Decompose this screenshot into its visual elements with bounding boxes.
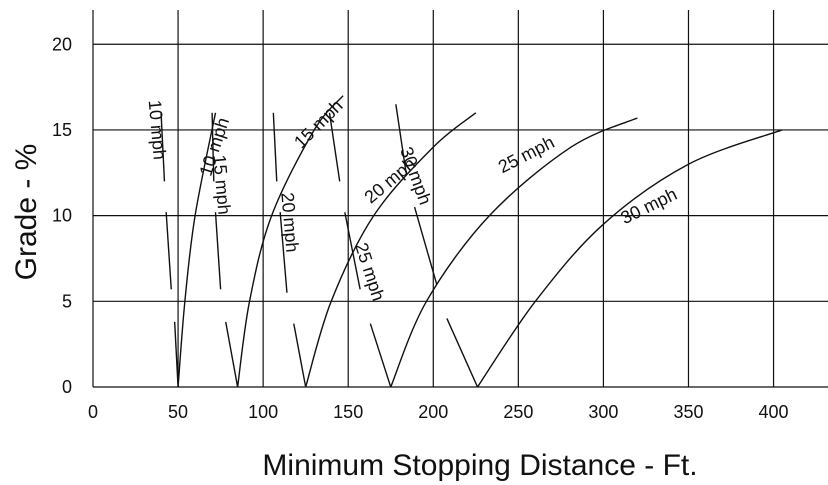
curve-label: 30 mph [617,184,680,228]
curve-label: 20 mph [277,192,302,254]
curve-label: 25 mph [495,132,558,177]
upgrade-curve [390,117,638,388]
upgrade-curve [177,112,217,388]
downgrade-curve-segment [173,321,179,388]
curves [160,95,783,388]
curve-label: 15 mph [290,96,347,153]
grid [92,10,828,388]
downgrade-curve-segment [211,112,215,182]
upgrade-curve [476,129,783,388]
downgrade-curve-segment [279,212,288,293]
downgrade-curve-segment [293,323,307,388]
downgrade-curve-segment [369,323,392,388]
y-tick-label: 20 [52,34,72,54]
y-tick-label: 0 [62,377,72,397]
curve-label: 15 mph [209,154,234,216]
upgrade-curve [236,95,344,388]
y-tick-label: 5 [62,291,72,311]
downgrade-curve-segment [272,112,278,182]
x-tick-label: 0 [88,402,98,422]
downgrade-curve-segment [160,112,166,182]
downgrade-curve-segment [165,212,172,290]
x-tick-label: 200 [418,402,448,422]
downgrade-curve-segment [225,321,239,388]
x-tick-label: 350 [673,402,703,422]
upgrade-curve [305,112,477,388]
x-tick-label: 100 [248,402,278,422]
downgrade-curve-segment [413,206,438,285]
tick-labels: 0 50 100 150 200 250 300 350 400 0 5 10 15 20 [52,34,789,422]
downgrade-curve-segment [344,212,361,290]
downgrade-curve-segment [214,212,222,290]
y-axis-title: Grade - % [10,144,43,281]
downgrade-curve-segment [446,318,479,388]
downgrade-curve-segment [395,104,407,173]
y-tick-label: 15 [52,120,72,140]
x-axis-title: Minimum Stopping Distance - Ft. [262,449,697,482]
x-tick-label: 150 [333,402,363,422]
x-tick-label: 250 [503,402,533,422]
x-tick-label: 50 [168,402,188,422]
curve-label: 10 mph [145,99,170,161]
y-tick-label: 10 [52,206,72,226]
downgrade-curve-segment [328,112,341,182]
x-tick-label: 400 [759,402,789,422]
x-tick-label: 300 [588,402,618,422]
